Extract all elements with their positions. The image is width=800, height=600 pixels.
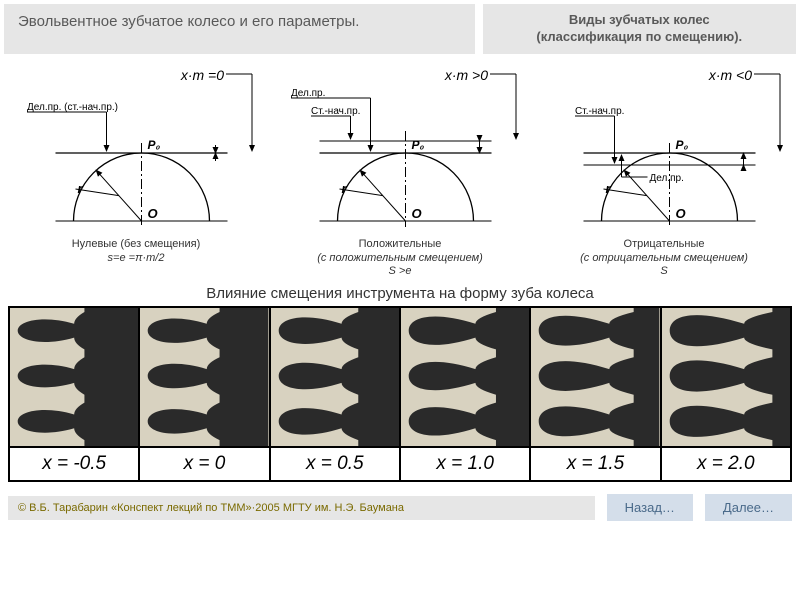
tooth-image-4 bbox=[530, 307, 660, 447]
title-right-l1: Виды зубчатых колес bbox=[569, 12, 710, 27]
tooth-image-2 bbox=[270, 307, 400, 447]
title-left: Эвольвентное зубчатое колесо и его парам… bbox=[4, 4, 475, 54]
tooth-xvalue-2: x = 0.5 bbox=[270, 447, 400, 481]
svg-text:x·m =0: x·m =0 bbox=[179, 67, 223, 83]
svg-text:x·m >0: x·m >0 bbox=[443, 67, 487, 83]
teeth-image-row bbox=[9, 307, 791, 447]
diagram-2: x·m <0Ст.-нач.пр.Дел.пр.P₀rOОтрицательны… bbox=[537, 66, 792, 279]
subtitle: Влияние смещения инструмента на форму зу… bbox=[0, 285, 800, 302]
svg-text:r: r bbox=[341, 181, 347, 196]
tooth-xvalue-3: x = 1.0 bbox=[400, 447, 530, 481]
footer-row: © В.Б. Тарабарин «Конспект лекций по ТММ… bbox=[0, 482, 800, 521]
tooth-xvalue-4: x = 1.5 bbox=[530, 447, 660, 481]
svg-text:Дел.пр.: Дел.пр. bbox=[291, 88, 325, 99]
svg-text:Ст.-нач.пр.: Ст.-нач.пр. bbox=[575, 106, 624, 117]
tooth-image-5 bbox=[661, 307, 791, 447]
svg-text:r: r bbox=[605, 181, 611, 196]
tooth-xvalue-1: x = 0 bbox=[139, 447, 269, 481]
back-button[interactable]: Назад… bbox=[607, 494, 693, 521]
title-right-l2: (классификация по смещению). bbox=[536, 29, 742, 44]
copyright: © В.Б. Тарабарин «Конспект лекций по ТММ… bbox=[8, 496, 595, 520]
svg-text:Дел.пр.: Дел.пр. bbox=[649, 173, 683, 184]
diagram-1: x·m >0Дел.пр.Ст.-нач.пр.P₀rOПоложительны… bbox=[273, 66, 528, 279]
svg-text:O: O bbox=[675, 206, 685, 221]
svg-text:P₀: P₀ bbox=[411, 138, 424, 152]
svg-text:Дел.пр. (ст.-нач.пр.): Дел.пр. (ст.-нач.пр.) bbox=[27, 102, 118, 113]
tooth-image-3 bbox=[400, 307, 530, 447]
svg-text:r: r bbox=[77, 181, 83, 196]
header-row: Эвольвентное зубчатое колесо и его парам… bbox=[0, 0, 800, 58]
svg-text:Ст.-нач.пр.: Ст.-нач.пр. bbox=[311, 106, 360, 117]
svg-text:P₀: P₀ bbox=[147, 138, 160, 152]
tooth-xvalue-5: x = 2.0 bbox=[661, 447, 791, 481]
teeth-table: x = -0.5x = 0x = 0.5x = 1.0x = 1.5x = 2.… bbox=[8, 306, 792, 482]
teeth-xvalue-row: x = -0.5x = 0x = 0.5x = 1.0x = 1.5x = 2.… bbox=[9, 447, 791, 481]
tooth-image-0 bbox=[9, 307, 139, 447]
svg-text:x·m <0: x·m <0 bbox=[707, 67, 751, 83]
title-right: Виды зубчатых колес (классификация по см… bbox=[483, 4, 796, 54]
diagrams-row: x·m =0Дел.пр. (ст.-нач.пр.)P₀rOНулевые (… bbox=[0, 58, 800, 279]
tooth-xvalue-0: x = -0.5 bbox=[9, 447, 139, 481]
svg-text:P₀: P₀ bbox=[675, 138, 688, 152]
diagram-0: x·m =0Дел.пр. (ст.-нач.пр.)P₀rOНулевые (… bbox=[9, 66, 264, 279]
svg-text:O: O bbox=[411, 206, 421, 221]
svg-text:O: O bbox=[147, 206, 157, 221]
next-button[interactable]: Далее… bbox=[705, 494, 792, 521]
tooth-image-1 bbox=[139, 307, 269, 447]
